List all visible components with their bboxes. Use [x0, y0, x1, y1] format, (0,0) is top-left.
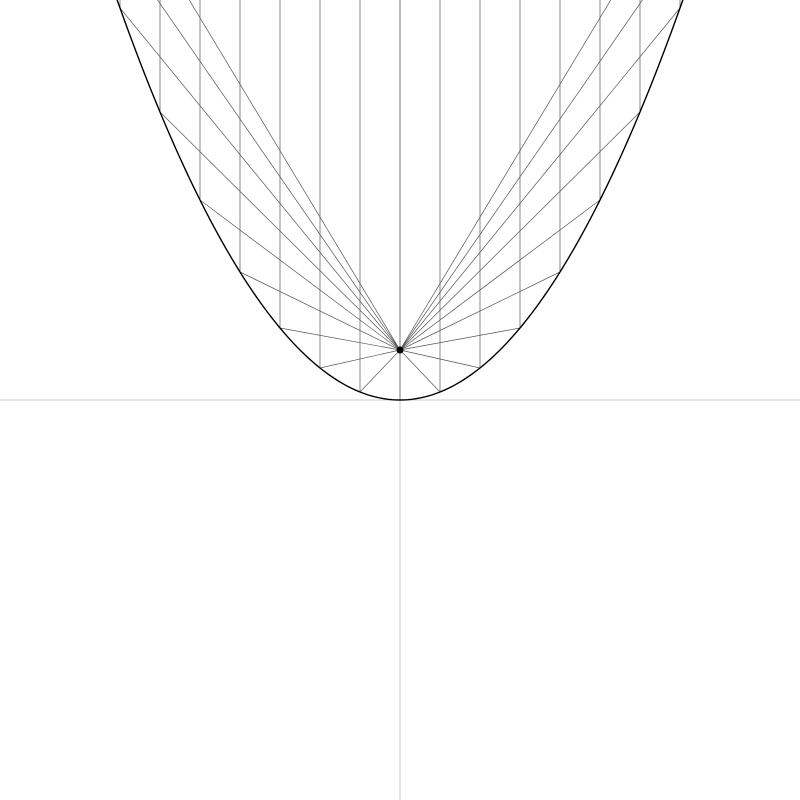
reflected-ray-10 [399, 349, 441, 393]
reflected-ray-6 [279, 327, 401, 351]
parabola-curve [116, 0, 684, 401]
focus-point [396, 346, 404, 354]
reflected-ray-8 [359, 349, 401, 393]
reflected-ray-2 [119, 7, 401, 351]
reflected-ray-14 [399, 199, 601, 351]
reflected-ray-4 [199, 199, 401, 351]
reflected-ray-12 [399, 327, 521, 351]
reflected-ray-16 [399, 7, 681, 351]
reflected-ray-0 [188, 0, 401, 351]
reflected-rays [119, 0, 681, 400]
reflected-ray-17 [399, 0, 643, 351]
reflected-ray-11 [399, 349, 481, 369]
reflected-ray-15 [399, 111, 641, 351]
reflected-ray-13 [399, 271, 561, 351]
reflected-ray-18 [399, 0, 612, 351]
